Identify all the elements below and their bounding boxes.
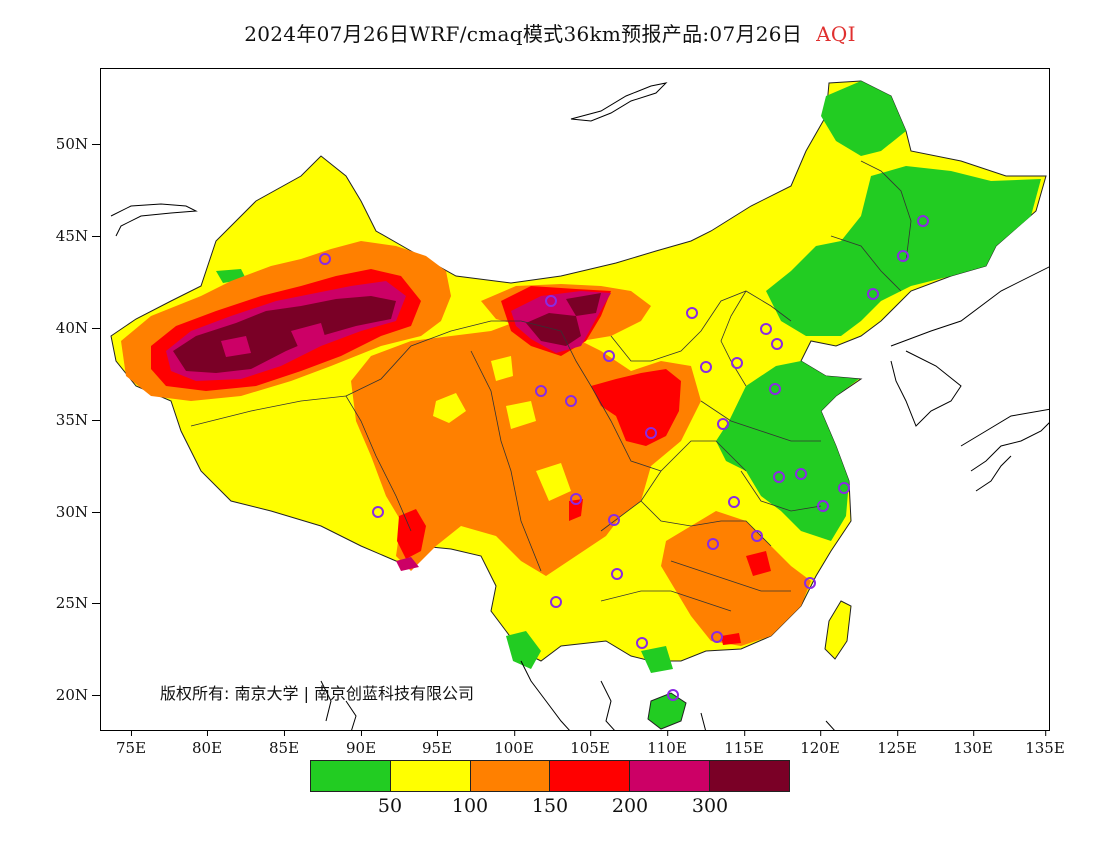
legend-label-300: 300 <box>691 795 729 817</box>
very-unhealthy-pocket-2 <box>291 323 327 349</box>
lon-label-75e: 75E <box>115 729 147 757</box>
lat-label-20n: 20N <box>0 686 100 704</box>
lat-label-45n: 45N <box>0 227 100 245</box>
legend-label-50: 50 <box>377 795 403 817</box>
station-marker <box>867 288 879 300</box>
legend-label-150: 150 <box>531 795 569 817</box>
station-marker <box>804 577 816 589</box>
station-marker <box>795 468 807 480</box>
lon-label-80e: 80E <box>191 729 223 757</box>
lat-label-30n: 30N <box>0 503 100 521</box>
sensitive-south <box>661 511 811 646</box>
station-marker <box>565 395 577 407</box>
station-marker <box>771 338 783 350</box>
station-marker <box>769 383 781 395</box>
legend-swatch-good <box>311 761 391 791</box>
moderate-hole-1 <box>433 393 466 423</box>
station-marker <box>550 596 562 608</box>
lon-label-110e: 110E <box>647 729 687 757</box>
station-marker <box>636 637 648 649</box>
legend-swatch-hazardous <box>710 761 789 791</box>
lon-label-95e: 95E <box>421 729 453 757</box>
lat-label-35n: 35N <box>0 411 100 429</box>
station-marker <box>773 471 785 483</box>
station-marker <box>608 514 620 526</box>
legend-swatch-moderate <box>390 761 471 791</box>
station-marker <box>570 493 582 505</box>
hazardous-gansu-2 <box>566 293 601 316</box>
lat-label-25n: 25N <box>0 594 100 612</box>
very-unhealthy-pocket-1 <box>221 336 251 357</box>
moderate-hole-4 <box>536 463 571 501</box>
copyright-notice: 版权所有: 南京大学 | 南京创蓝科技有限公司 <box>160 684 475 703</box>
station-marker <box>711 631 723 643</box>
legend-swatch-unhealthy <box>550 761 631 791</box>
good-guangxi-patch <box>506 631 541 669</box>
very-unhealthy-tibet-patch <box>396 557 419 571</box>
lon-label-115e: 115E <box>724 729 764 757</box>
map-title: 2024年07月26日WRF/cmaq模式36km预报产品:07月26日 AQI <box>0 18 1100 47</box>
station-marker <box>700 361 712 373</box>
station-marker <box>603 350 615 362</box>
unhealthy-jiangxi-patch <box>746 551 771 576</box>
lon-label-85e: 85E <box>268 729 300 757</box>
province-boundaries <box>190 160 912 612</box>
station-marker <box>611 568 623 580</box>
station-marker <box>545 295 557 307</box>
unhealthy-shanxi-henan <box>591 369 681 446</box>
legend-label-200: 200 <box>611 795 649 817</box>
aqi-legend <box>310 760 790 792</box>
moderate-hole-3 <box>491 356 513 381</box>
unhealthy-sichuan-patch <box>569 499 583 521</box>
title-text: 2024年07月26日WRF/cmaq模式36km预报产品:07月26日 <box>244 22 803 46</box>
station-marker <box>760 323 772 335</box>
lat-label-50n: 50N <box>0 135 100 153</box>
station-marker <box>917 215 929 227</box>
station-marker <box>751 530 763 542</box>
legend-swatch-sensitive <box>470 761 551 791</box>
taiwan-island <box>824 600 852 660</box>
station-marker <box>731 357 743 369</box>
lon-label-130e: 130E <box>953 729 993 757</box>
station-marker <box>728 496 740 508</box>
station-marker <box>897 250 909 262</box>
station-marker <box>838 482 850 494</box>
station-marker <box>667 689 679 701</box>
good-east-china <box>716 361 859 541</box>
lon-label-120e: 120E <box>800 729 840 757</box>
legend-label-100: 100 <box>451 795 489 817</box>
station-marker <box>686 307 698 319</box>
unhealthy-guangdong-patch <box>721 633 741 645</box>
station-marker <box>717 418 729 430</box>
legend-swatch-very-unhealthy <box>630 761 711 791</box>
good-guangdong-patch <box>641 646 673 673</box>
lon-label-100e: 100E <box>494 729 534 757</box>
station-marker <box>319 253 331 265</box>
lon-label-135e: 135E <box>1025 729 1065 757</box>
unhealthy-tibet-patch <box>397 509 426 559</box>
lon-label-90e: 90E <box>345 729 377 757</box>
station-marker <box>645 427 657 439</box>
lat-label-40n: 40N <box>0 319 100 337</box>
good-northeast <box>821 81 906 156</box>
title-variable: AQI <box>816 22 856 46</box>
hainan-island <box>647 692 687 730</box>
station-markers <box>319 215 929 701</box>
map-canvas <box>110 80 1049 730</box>
neighbour-coastlines <box>110 82 1049 730</box>
lon-label-125e: 125E <box>877 729 917 757</box>
moderate-hole-2 <box>506 401 536 429</box>
station-marker <box>707 538 719 550</box>
station-marker <box>535 385 547 397</box>
station-marker <box>817 500 829 512</box>
lon-label-105e: 105E <box>570 729 610 757</box>
station-marker <box>372 506 384 518</box>
aqi-map <box>100 68 1050 731</box>
